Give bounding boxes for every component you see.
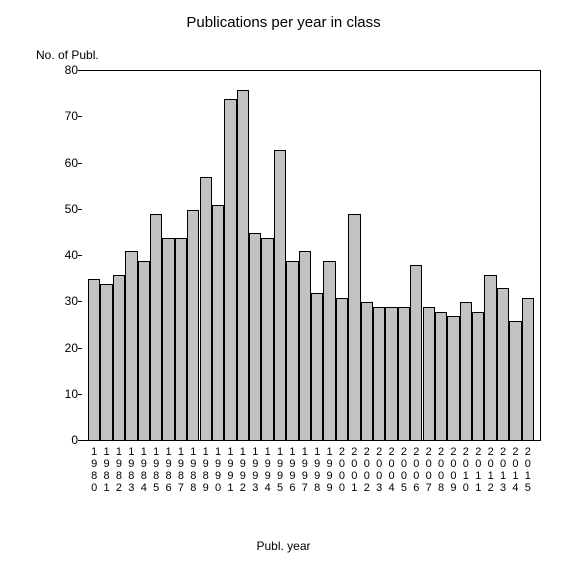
x-tick-label: 2015 bbox=[524, 446, 532, 494]
chart-title: Publications per year in class bbox=[0, 14, 567, 31]
bar bbox=[113, 275, 125, 442]
bar bbox=[237, 90, 249, 442]
x-axis-line bbox=[82, 440, 540, 441]
x-tick-label: 1980 bbox=[90, 446, 98, 494]
y-tick-label: 80 bbox=[58, 63, 78, 77]
bar bbox=[348, 214, 360, 441]
x-tick-label: 1989 bbox=[202, 446, 210, 494]
bar bbox=[435, 312, 447, 442]
y-tick-label: 10 bbox=[58, 387, 78, 401]
x-tick-label: 2013 bbox=[499, 446, 507, 494]
x-tick-label: 2005 bbox=[400, 446, 408, 494]
bar bbox=[509, 321, 521, 441]
x-tick-label: 1997 bbox=[301, 446, 309, 494]
x-tick-label: 2014 bbox=[511, 446, 519, 494]
y-tick-mark bbox=[78, 440, 82, 441]
x-tick-label: 2008 bbox=[437, 446, 445, 494]
bar bbox=[249, 233, 261, 441]
y-tick-label: 70 bbox=[58, 109, 78, 123]
y-tick-mark bbox=[78, 163, 82, 164]
x-tick-label: 1990 bbox=[214, 446, 222, 494]
bar bbox=[410, 265, 422, 441]
x-tick-label: 2007 bbox=[425, 446, 433, 494]
x-tick-label: 2000 bbox=[338, 446, 346, 494]
bar bbox=[150, 214, 162, 441]
bar bbox=[361, 302, 373, 441]
x-tick-label: 2009 bbox=[449, 446, 457, 494]
bar bbox=[125, 251, 137, 441]
bar bbox=[522, 298, 534, 441]
bar bbox=[138, 261, 150, 441]
x-tick-label: 1991 bbox=[226, 446, 234, 494]
y-tick-mark bbox=[78, 70, 82, 71]
bar bbox=[460, 302, 472, 441]
bar bbox=[323, 261, 335, 441]
plot-area bbox=[82, 70, 541, 441]
bar bbox=[472, 312, 484, 442]
bar bbox=[100, 284, 112, 441]
y-tick-label: 30 bbox=[58, 294, 78, 308]
bar bbox=[224, 99, 236, 441]
x-tick-label: 2001 bbox=[350, 446, 358, 494]
y-axis-label: No. of Publ. bbox=[36, 48, 99, 62]
bar bbox=[286, 261, 298, 441]
chart-container: Publications per year in class No. of Pu… bbox=[0, 0, 567, 567]
y-tick-mark bbox=[78, 116, 82, 117]
x-tick-label: 2010 bbox=[462, 446, 470, 494]
x-tick-label: 2002 bbox=[363, 446, 371, 494]
bar bbox=[373, 307, 385, 441]
bar bbox=[162, 238, 174, 442]
x-tick-label: 2011 bbox=[474, 446, 482, 494]
x-tick-label: 1986 bbox=[165, 446, 173, 494]
bar bbox=[274, 150, 286, 441]
y-tick-mark bbox=[78, 209, 82, 210]
y-tick-mark bbox=[78, 301, 82, 302]
y-tick-label: 40 bbox=[58, 248, 78, 262]
bar bbox=[299, 251, 311, 441]
x-tick-label: 1983 bbox=[127, 446, 135, 494]
bar bbox=[187, 210, 199, 441]
x-tick-label: 2006 bbox=[412, 446, 420, 494]
bar bbox=[423, 307, 435, 441]
bar bbox=[497, 288, 509, 441]
x-tick-label: 1995 bbox=[276, 446, 284, 494]
bar bbox=[336, 298, 348, 441]
y-tick-label: 0 bbox=[58, 433, 78, 447]
bar bbox=[484, 275, 496, 442]
bar bbox=[398, 307, 410, 441]
y-tick-label: 50 bbox=[58, 202, 78, 216]
y-tick-mark bbox=[78, 394, 82, 395]
x-axis-label: Publ. year bbox=[0, 539, 567, 553]
bar bbox=[447, 316, 459, 441]
y-tick-label: 20 bbox=[58, 341, 78, 355]
y-tick-mark bbox=[78, 348, 82, 349]
y-tick-mark bbox=[78, 255, 82, 256]
bar bbox=[175, 238, 187, 442]
y-tick-label: 60 bbox=[58, 156, 78, 170]
x-tick-label: 1984 bbox=[140, 446, 148, 494]
x-tick-label: 2004 bbox=[388, 446, 396, 494]
x-tick-label: 1996 bbox=[288, 446, 296, 494]
x-tick-label: 1985 bbox=[152, 446, 160, 494]
bar bbox=[311, 293, 323, 441]
x-tick-label: 1998 bbox=[313, 446, 321, 494]
bar bbox=[261, 238, 273, 442]
x-tick-label: 2012 bbox=[487, 446, 495, 494]
x-tick-label: 2003 bbox=[375, 446, 383, 494]
x-tick-label: 1992 bbox=[239, 446, 247, 494]
bar bbox=[88, 279, 100, 441]
x-tick-label: 1994 bbox=[264, 446, 272, 494]
x-tick-label: 1982 bbox=[115, 446, 123, 494]
x-tick-label: 1999 bbox=[326, 446, 334, 494]
bar bbox=[385, 307, 397, 441]
x-tick-label: 1988 bbox=[189, 446, 197, 494]
x-tick-label: 1981 bbox=[103, 446, 111, 494]
x-tick-label: 1993 bbox=[251, 446, 259, 494]
bar bbox=[200, 177, 212, 441]
bar bbox=[212, 205, 224, 441]
x-tick-label: 1987 bbox=[177, 446, 185, 494]
